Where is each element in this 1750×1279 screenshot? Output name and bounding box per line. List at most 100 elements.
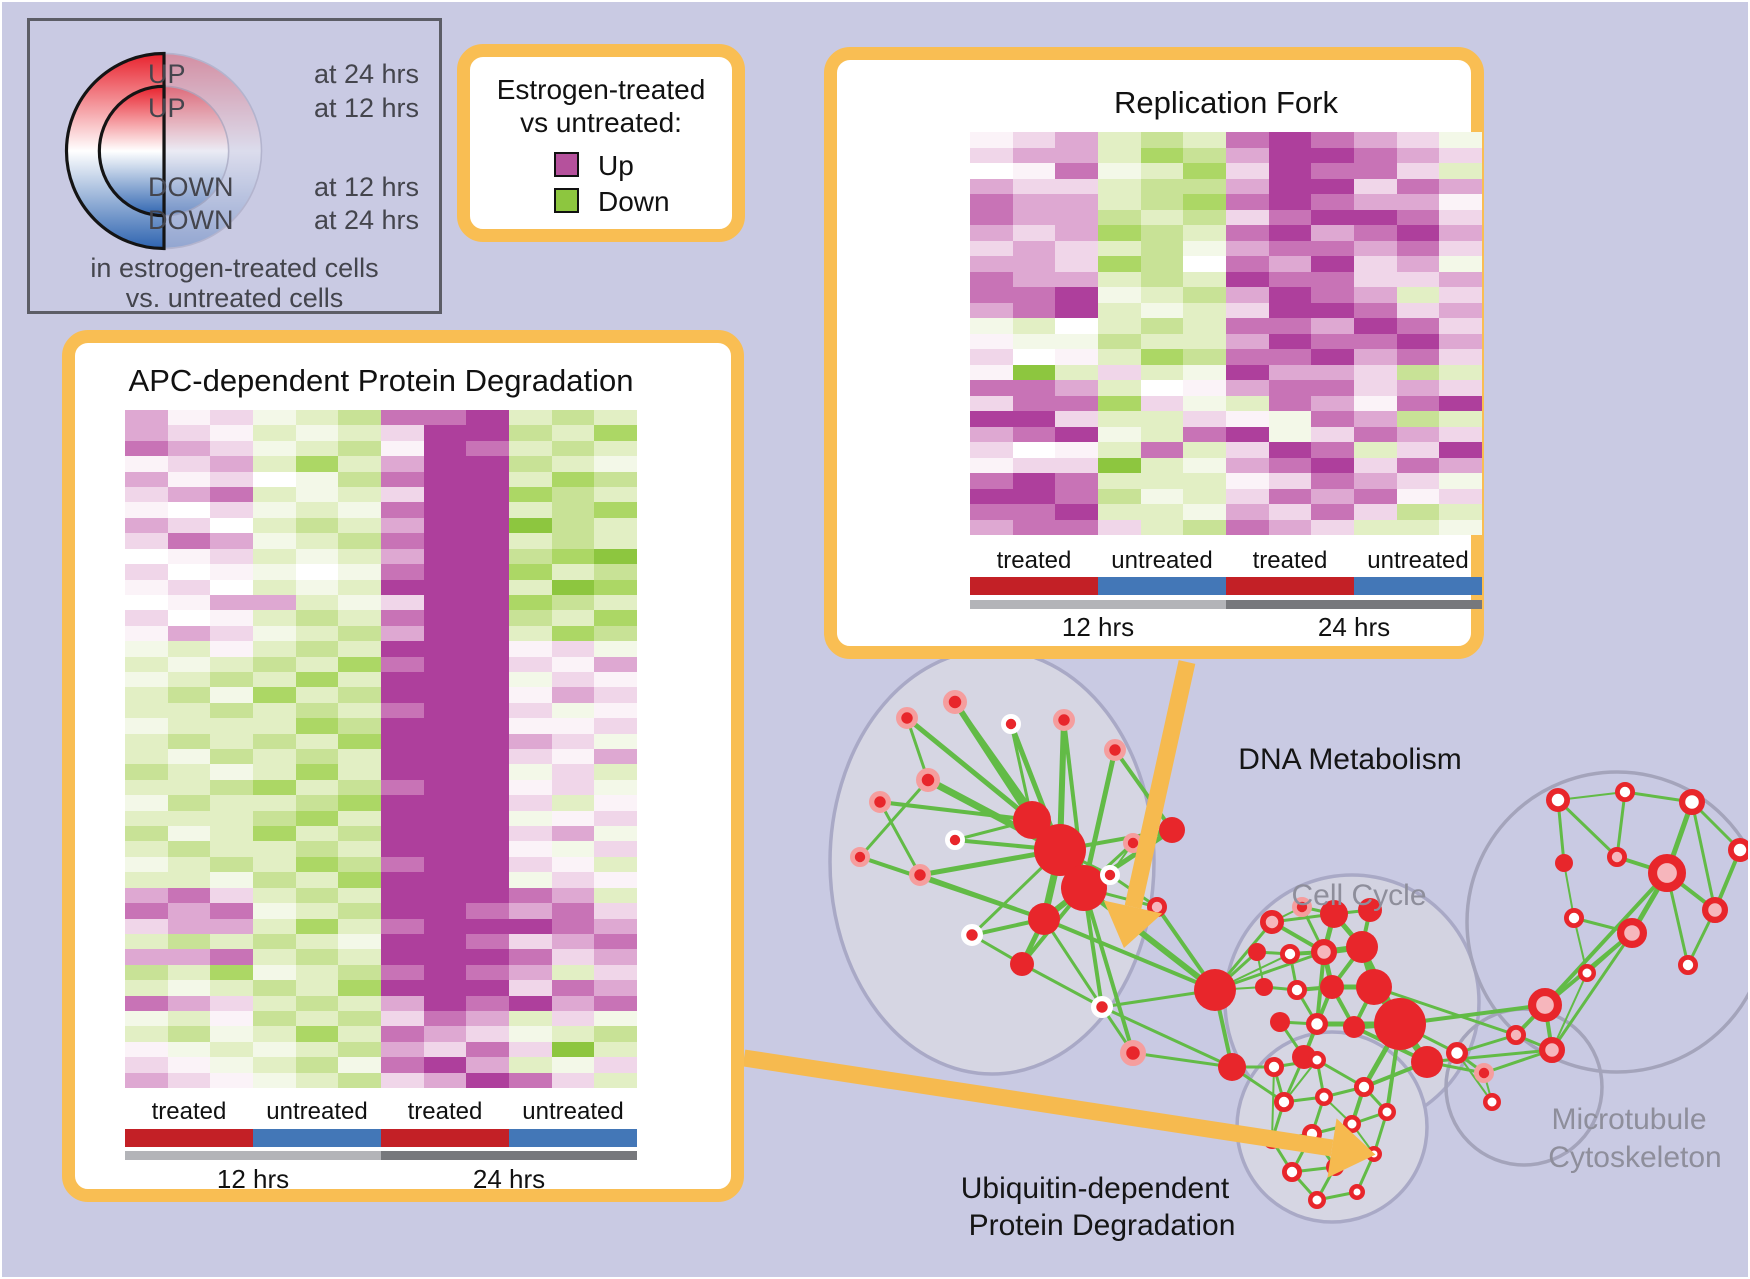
heatmap-cell [1226,240,1269,256]
network-node [1248,943,1266,961]
heatmap-cell [466,533,509,549]
heatmap-cell [509,795,552,811]
heatmap-cell [509,548,552,565]
heatmap-cell [1183,457,1226,473]
heatmap-group-label: treated [407,1098,483,1125]
network-node [1474,1063,1495,1084]
heatmap-cell [167,502,211,518]
heatmap-cell [466,610,509,626]
heatmap-cell [381,517,424,534]
heatmap-cell [1311,457,1354,473]
heatmap-cell [1183,147,1226,163]
heatmap-cell [466,687,509,703]
heatmap-cell [970,504,1013,520]
heatmap-cell [210,656,253,672]
heatmap-cell [1055,457,1098,473]
network-node [1346,931,1378,963]
heatmap-cell [381,625,424,642]
heatmap-cell [167,687,211,703]
heatmap-cell [423,841,467,857]
heatmap-cell [1439,240,1482,256]
heatmap-cell [253,456,296,472]
heatmap-cell [551,425,595,441]
network-node [1001,714,1022,735]
legend-up-24-label: UP [148,59,186,89]
network-node [1701,896,1728,923]
heatmap-cell [1268,442,1312,458]
heatmap-group-bar [509,1129,637,1147]
heatmap-cell [295,410,339,426]
heatmap-cell [253,425,296,441]
heatmap-cell [1055,349,1098,365]
heatmap-cell [423,749,467,765]
heatmap-cell [1268,504,1312,520]
heatmap-cell [1439,411,1482,427]
heatmap-cell [466,517,509,534]
network-node [1354,1077,1375,1098]
heatmap-cell [466,995,509,1011]
network-node [945,830,966,851]
heatmap-cell [551,733,595,749]
heatmap-cell [551,1057,595,1073]
heatmap-cell [509,610,552,626]
heatmap-cell [1055,473,1098,489]
legend-down-12-label: DOWN [148,172,234,202]
heatmap-cell [1226,333,1269,349]
heatmap-cell [295,656,339,672]
heatmap-cell [1012,442,1056,458]
heatmap-cell [253,872,296,888]
heatmap-cell [1012,194,1056,210]
heatmap-cell [466,872,509,888]
heatmap-cell [167,440,211,457]
heatmap-cell [1268,473,1312,489]
heatmap-cell [381,810,424,827]
heatmap-cell [1098,209,1141,225]
heatmap-cell [381,456,424,472]
heatmap-cell [338,533,381,549]
heatmap-cell [551,718,595,734]
heatmap-cell [381,564,424,580]
heatmap-cell [1055,488,1098,504]
heatmap-cell [1396,256,1440,272]
heatmap-cell [423,795,467,811]
heatmap-cell [551,610,595,626]
cluster-circle [1235,1030,1429,1224]
network-node [1061,865,1107,911]
heatmap-time-bar [970,600,1226,609]
network-node [1310,938,1337,965]
heatmap-cell [551,502,595,518]
heatmap-cell [167,749,211,765]
heatmap-cell [509,964,552,981]
heatmap-cell [125,1057,168,1073]
network-node [1411,1046,1443,1078]
heatmap-cell [1140,209,1184,225]
heatmap-cell [1012,147,1056,163]
network-edge [1271,1066,1275,1141]
heatmap-cell [381,1026,424,1042]
heatmap-cell [509,564,552,580]
heatmap-cell [125,517,168,534]
heatmap-cell [1268,256,1312,272]
heatmap-cell [338,964,381,981]
heatmap-time-label: 24 hrs [1317,612,1391,642]
heatmap-cell [295,733,339,749]
heatmap-cell [295,594,339,611]
heatmap-cell [594,872,637,888]
heatmap-cell [167,625,211,642]
heatmap-cell [423,1010,467,1027]
network-edge [1132,1051,1233,1069]
heatmap-cell [1396,488,1440,504]
heatmap-cell [509,625,552,642]
heatmap-cell [1268,302,1312,318]
heatmap-cell [1183,380,1226,396]
heatmap-cell [1439,194,1482,210]
heatmap-cell [1354,364,1397,380]
heatmap-cell [594,733,637,749]
heatmap-cell [125,1026,168,1042]
heatmap-cell [381,440,424,457]
heatmap-cell [338,702,381,719]
heatmap-cell [125,548,168,565]
heatmap-cell [1439,349,1482,365]
network-node [1615,782,1636,803]
heatmap-cell [594,749,637,765]
